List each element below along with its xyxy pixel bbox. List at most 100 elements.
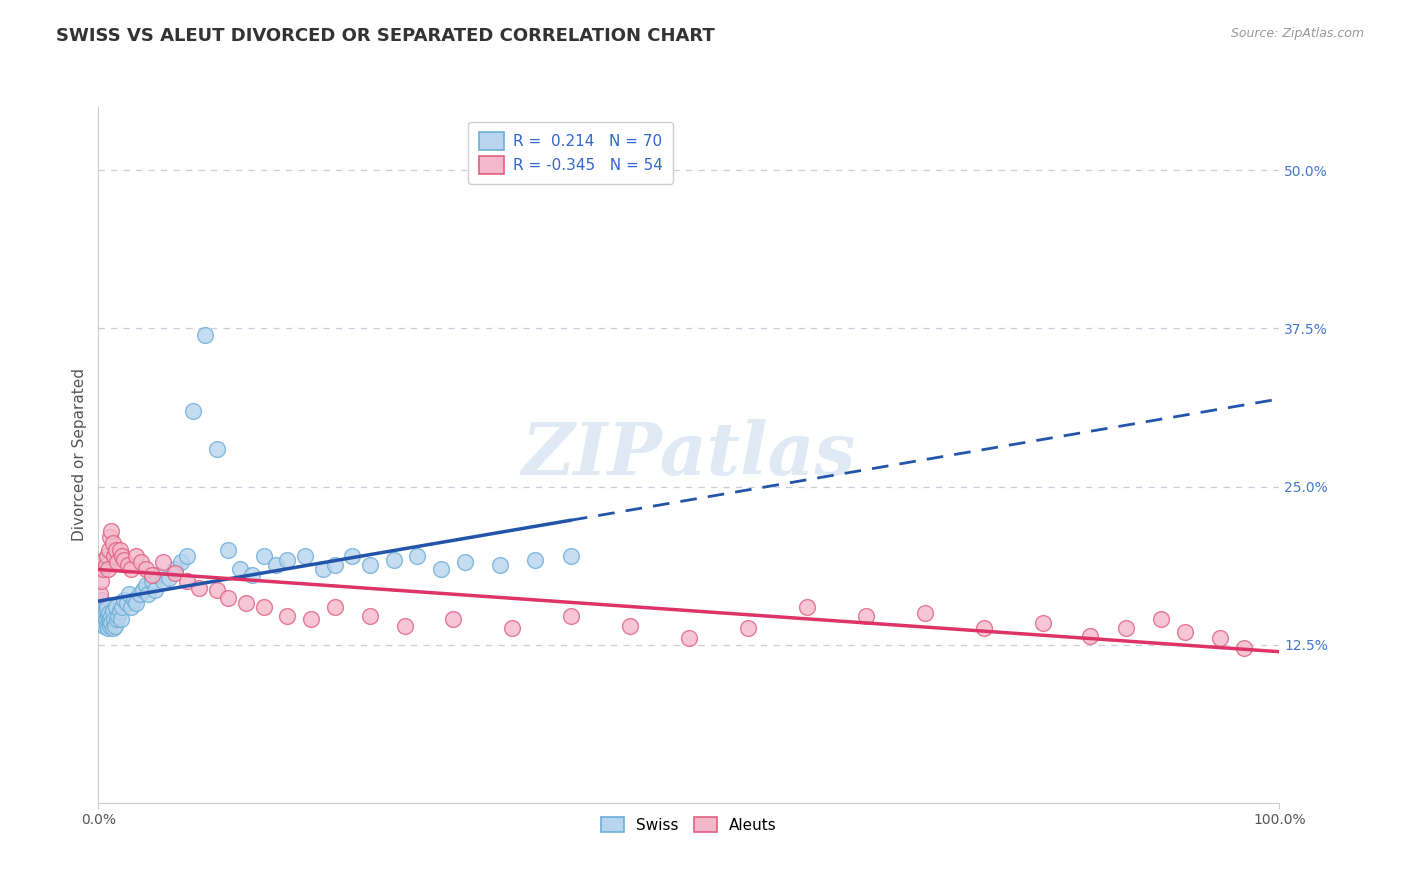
Point xyxy=(430,562,453,576)
Point xyxy=(105,542,128,557)
Point xyxy=(101,536,124,550)
Point xyxy=(121,599,143,614)
Point xyxy=(108,542,131,557)
Point xyxy=(170,556,193,570)
Point xyxy=(94,603,117,617)
Point xyxy=(118,587,141,601)
Point xyxy=(359,608,381,623)
Text: SWISS VS ALEUT DIVORCED OR SEPARATED CORRELATION CHART: SWISS VS ALEUT DIVORCED OR SEPARATED COR… xyxy=(56,27,716,45)
Point xyxy=(97,608,120,623)
Point xyxy=(176,574,198,589)
Point xyxy=(98,612,121,626)
Point xyxy=(796,599,818,614)
Point xyxy=(253,599,276,614)
Point xyxy=(97,621,120,635)
Point xyxy=(240,568,263,582)
Point xyxy=(1150,612,1173,626)
Point xyxy=(107,608,129,623)
Point xyxy=(91,562,114,576)
Point xyxy=(98,618,121,632)
Point xyxy=(141,574,163,589)
Point xyxy=(122,593,145,607)
Point xyxy=(382,553,405,567)
Point xyxy=(91,606,114,620)
Point xyxy=(1209,632,1232,646)
Point xyxy=(101,603,124,617)
Point xyxy=(96,618,118,632)
Point xyxy=(128,587,150,601)
Point xyxy=(217,542,239,557)
Point xyxy=(217,591,239,605)
Point xyxy=(112,593,135,607)
Point xyxy=(115,596,138,610)
Point xyxy=(112,553,135,567)
Point xyxy=(132,583,155,598)
Point xyxy=(359,558,381,572)
Point xyxy=(91,612,114,626)
Point xyxy=(129,556,152,570)
Point xyxy=(406,549,429,563)
Point xyxy=(93,608,115,623)
Point xyxy=(229,562,252,576)
Point xyxy=(105,556,128,570)
Point xyxy=(299,612,322,626)
Point xyxy=(89,599,111,614)
Point xyxy=(135,578,157,592)
Point xyxy=(342,549,364,563)
Point xyxy=(1115,621,1137,635)
Point xyxy=(125,549,148,563)
Point xyxy=(1233,641,1256,656)
Point xyxy=(394,618,416,632)
Point xyxy=(93,553,115,567)
Point xyxy=(96,549,118,563)
Point xyxy=(90,616,112,631)
Point xyxy=(100,524,122,538)
Point xyxy=(165,562,187,576)
Point xyxy=(914,606,936,620)
Point xyxy=(1032,616,1054,631)
Point xyxy=(103,612,125,626)
Point xyxy=(91,556,114,570)
Point xyxy=(312,562,335,576)
Point xyxy=(560,608,582,623)
Point xyxy=(117,558,139,572)
Point xyxy=(560,549,582,563)
Point xyxy=(135,562,157,576)
Point xyxy=(152,556,174,570)
Point xyxy=(157,571,180,585)
Point xyxy=(89,587,111,601)
Point xyxy=(187,581,209,595)
Point xyxy=(94,558,117,572)
Point xyxy=(98,542,121,557)
Point xyxy=(152,574,174,589)
Point xyxy=(441,612,464,626)
Point xyxy=(253,549,276,563)
Point xyxy=(91,603,114,617)
Point xyxy=(276,608,298,623)
Point xyxy=(90,593,112,607)
Point xyxy=(104,618,127,632)
Point xyxy=(294,549,316,563)
Point xyxy=(143,583,166,598)
Point xyxy=(205,583,228,598)
Point xyxy=(678,632,700,646)
Point xyxy=(98,530,121,544)
Point xyxy=(94,612,117,626)
Point xyxy=(194,327,217,342)
Point xyxy=(121,562,143,576)
Point xyxy=(125,596,148,610)
Point xyxy=(108,603,131,617)
Point xyxy=(855,608,877,623)
Point xyxy=(1174,625,1197,640)
Point xyxy=(103,549,125,563)
Point xyxy=(323,558,346,572)
Point xyxy=(181,403,204,417)
Point xyxy=(111,549,134,563)
Point xyxy=(489,558,512,572)
Text: ZIPatlas: ZIPatlas xyxy=(522,419,856,491)
Legend: Swiss, Aleuts: Swiss, Aleuts xyxy=(593,809,785,840)
Y-axis label: Divorced or Separated: Divorced or Separated xyxy=(72,368,87,541)
Point xyxy=(165,566,187,580)
Point xyxy=(96,599,118,614)
Point xyxy=(501,621,523,635)
